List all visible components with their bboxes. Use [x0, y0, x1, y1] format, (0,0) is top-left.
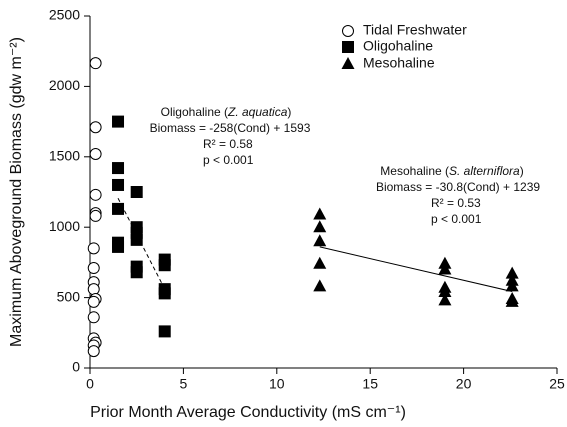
x-axis-title: Prior Month Average Conductivity (mS cm⁻… — [90, 404, 406, 421]
point — [313, 220, 327, 233]
legend-marker — [341, 57, 355, 69]
x-tick-label: 25 — [549, 376, 565, 392]
point — [87, 295, 100, 308]
point — [87, 345, 100, 358]
point — [130, 186, 143, 198]
y-tick-label: 500 — [57, 288, 81, 304]
point — [158, 325, 171, 338]
point — [87, 283, 100, 296]
annotation-part: ) — [520, 164, 524, 178]
annotation-italic: S. alterniflora — [449, 164, 520, 178]
legend-label: Mesohaline — [363, 55, 435, 71]
point — [505, 294, 519, 307]
y-tick-label: 1000 — [49, 218, 80, 234]
point — [505, 266, 519, 279]
point — [89, 121, 102, 134]
point — [313, 256, 327, 269]
point — [112, 162, 125, 175]
annotation-italic: Z. aquatica — [227, 105, 288, 119]
fit-line — [319, 246, 513, 293]
annotation: R² = 0.53 — [431, 196, 481, 210]
legend-label: Oligohaline — [363, 38, 433, 54]
point — [89, 188, 102, 201]
y-tick-label: 0 — [72, 359, 80, 375]
point — [438, 262, 452, 275]
y-tick-label: 1500 — [49, 148, 80, 164]
point — [505, 279, 519, 292]
point — [89, 147, 102, 160]
annotation: Biomass = -258(Cond) + 1593 — [150, 121, 311, 135]
point — [438, 293, 452, 306]
point — [87, 311, 100, 324]
point — [89, 209, 102, 222]
point — [130, 233, 143, 246]
annotation: Mesohaline (S. alterniflora) — [380, 164, 523, 178]
annotation: Biomass = -30.8(Cond) + 1239 — [376, 180, 540, 194]
point — [438, 284, 452, 297]
x-tick-label: 5 — [180, 376, 188, 392]
point — [158, 259, 171, 272]
point — [112, 202, 125, 215]
y-axis-title: Maximum Aboveground Biomass (gdw m⁻²) — [8, 37, 25, 347]
point — [87, 262, 100, 275]
point — [87, 242, 100, 255]
legend-marker — [342, 25, 354, 37]
x-tick-label: 15 — [362, 376, 378, 392]
x-tick-label: 0 — [86, 376, 94, 392]
legend-marker — [342, 41, 354, 53]
legend-label: Tidal Freshwater — [363, 22, 467, 38]
point — [89, 57, 102, 70]
annotation-part: Oligohaline ( — [161, 105, 228, 119]
x-tick-label: 20 — [456, 376, 472, 392]
y-tick-label: 2000 — [49, 77, 80, 93]
annotation: p < 0.001 — [203, 153, 254, 167]
x-tick-label: 10 — [269, 376, 285, 392]
annotation: p < 0.001 — [431, 212, 482, 226]
annotation-part: Mesohaline ( — [380, 164, 449, 178]
point — [112, 115, 125, 128]
annotation: Oligohaline (Z. aquatica) — [161, 105, 292, 119]
point — [112, 178, 125, 191]
point — [112, 240, 125, 253]
annotation-part: ) — [287, 105, 291, 119]
point — [158, 287, 171, 300]
annotation: R² = 0.58 — [203, 137, 253, 151]
point — [313, 279, 327, 292]
y-tick-label: 2500 — [49, 7, 80, 23]
point — [130, 266, 143, 279]
point — [313, 234, 327, 247]
point — [313, 207, 327, 220]
